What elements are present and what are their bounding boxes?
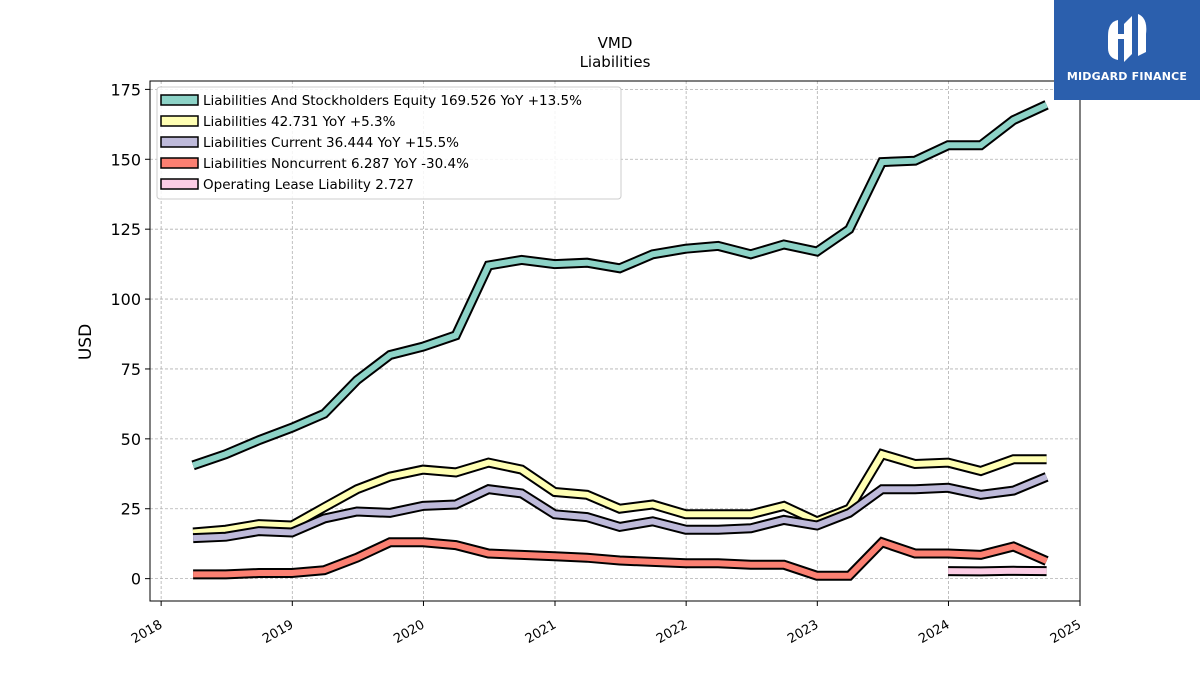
- series-line: [193, 538, 1048, 579]
- y-tick-label: 175: [110, 80, 141, 99]
- y-tick-label: 125: [110, 220, 141, 239]
- midgard-logo-icon: [1108, 14, 1147, 62]
- legend-label: Liabilities Current 36.444 YoY +15.5%: [203, 135, 459, 151]
- legend-swatch: [160, 94, 199, 106]
- x-tick-label: 2024: [916, 617, 952, 647]
- y-tick-label: 0: [131, 570, 141, 589]
- x-axis-ticks: 2018 2019 2020 2021 2022 2023 2024 2025: [129, 601, 1084, 647]
- legend-swatch: [160, 178, 199, 190]
- x-tick-label: 2022: [654, 617, 690, 647]
- series-line: [192, 102, 1048, 469]
- series-line: [192, 474, 1048, 542]
- series-line: [948, 567, 1047, 575]
- legend-label: Operating Lease Liability 2.727: [203, 177, 414, 193]
- legend-swatch: [160, 157, 199, 169]
- x-tick-label: 2023: [785, 617, 821, 647]
- y-axis-label: USD: [76, 324, 96, 360]
- x-tick-label: 2025: [1048, 617, 1084, 647]
- chart-title: VMD: [598, 34, 633, 52]
- legend: Liabilities And Stockholders Equity 169.…: [156, 86, 622, 200]
- legend-swatch: [160, 115, 199, 127]
- x-tick-label: 2019: [260, 617, 296, 647]
- y-tick-label: 100: [110, 290, 141, 309]
- brand-name: MIDGARD FINANCE: [1066, 70, 1188, 83]
- series-layer: [191, 100, 1049, 581]
- y-axis-ticks: 0 25 50 75 100 125 150 175: [110, 80, 150, 589]
- y-tick-label: 50: [121, 430, 141, 449]
- plot-frame: [149, 80, 1081, 602]
- x-tick-label: 2020: [391, 617, 427, 647]
- chart-subtitle: Liabilities: [580, 53, 651, 71]
- legend-label: Liabilities Noncurrent 6.287 YoY -30.4%: [203, 156, 469, 172]
- y-tick-label: 150: [110, 150, 141, 169]
- legend-label: Liabilities And Stockholders Equity 169.…: [203, 93, 582, 109]
- brand-logo: MIDGARD FINANCE: [1054, 0, 1200, 100]
- y-tick-label: 25: [121, 500, 141, 519]
- legend-box: [156, 86, 622, 200]
- x-tick-label: 2021: [523, 617, 559, 647]
- legend-label: Liabilities 42.731 YoY +5.3%: [203, 114, 396, 130]
- series-line: [192, 450, 1047, 536]
- x-tick-label: 2018: [129, 617, 165, 647]
- y-tick-label: 75: [121, 360, 141, 379]
- legend-swatch: [160, 136, 199, 148]
